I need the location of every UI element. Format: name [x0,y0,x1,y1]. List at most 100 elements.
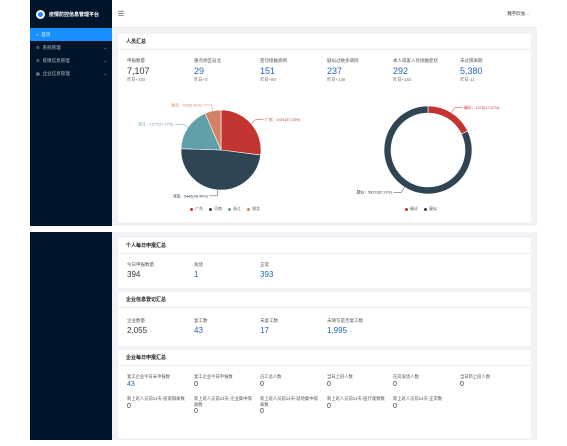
pie-slice-广东[interactable] [220,109,262,156]
legend-label: 河南 [214,206,222,211]
stat-label: 密切接触病例 [260,58,287,63]
stat-value[interactable]: 43 [194,326,203,335]
stat-label: 未复工数 [260,318,278,323]
stat-label: 申报数量 [127,58,145,63]
pie-slice-label: 湖北：463(6.51%) [171,102,203,107]
stat-close-contact[interactable]: 密切接触病例 151 昨日+80 [260,58,287,83]
stat-value[interactable]: 1,995 [327,326,348,335]
stat-fever[interactable]: 发烧 1 [194,262,203,279]
legend-dot-icon [228,207,231,211]
list-icon: ☰ [36,58,40,63]
stat-declarations: 申报数量 7,107 昨日+250 [127,58,150,83]
sidebar-item-label: 疫情信息管理 [42,57,70,63]
pie-slice-河南[interactable] [180,148,262,191]
enterprise-daily-stat[interactable]: 复工企业今日未申报数 43 [127,374,187,388]
legend-item-疑似[interactable]: 疑似 [424,206,437,212]
chevron-down-icon: ⌄ [103,45,107,50]
card-title: 个人每日申报汇总 [118,238,531,254]
stat-resumed[interactable]: 复工数 43 [194,318,208,335]
stat-value: 0 [393,402,397,410]
stat-value: 0 [393,380,397,388]
personal-daily-card: 个人每日申报汇总 今日申报数量 394 发烧 1 正常 393 [118,238,531,288]
dashboard-bottom: 个人每日申报汇总 今日申报数量 394 发烧 1 正常 393 企业信息登记汇总… [30,232,537,440]
stat-suspected[interactable]: 疑似过敏多病例 237 昨日+148 [327,58,359,83]
user-menu[interactable]: 魏宇欣会... [507,10,529,16]
legend-item-确诊[interactable]: 确诊 [405,206,418,212]
stat-label: 新上班人员前14天-医疗观察数 [327,396,385,401]
legend-item-广东[interactable]: 广东 [190,206,203,212]
stat-not-resumed[interactable]: 未复工数 17 [260,318,278,335]
sidebar-item-epidemic[interactable]: ☰ 疫情信息管理 ⌄ [30,54,112,67]
stat-label: 今日申报数量 [127,262,154,267]
stat-symptoms[interactable]: 本人或家人有接触症状 292 昨日+184 [393,58,438,83]
enterprise-daily-stat: 新上班人员前14天-就地集中隔离数 0 [260,396,320,415]
stat-value[interactable]: 151 [260,66,276,76]
stat-label: 复工数 [194,318,208,323]
stat-value: 0 [327,380,331,388]
stat-quarantine[interactable]: 未过隔离期 5,380 昨日-11 [460,58,483,83]
enterprise-daily-card: 企业每日申报汇总 复工企业今日未申报数 43 复工企业今日申报数 0 员工总人数 0 当日上… [118,350,531,438]
pie-label-line [250,119,264,124]
stat-label: 新上班人员前14天-正常数 [393,396,443,401]
legend-dot-icon [209,207,212,211]
legend-dot-icon [424,207,427,211]
stat-label: 新上班人员前14天-企业集中隔离数 [194,396,252,407]
legend-label: 湖北 [252,206,260,211]
stat-unfilled[interactable]: 未填写是否复工数 1,995 [327,318,363,335]
stat-value[interactable]: 1 [194,270,199,279]
home-icon: ⌂ [36,32,39,37]
stat-value[interactable]: 237 [327,66,343,76]
pie-slice-确诊[interactable] [427,105,469,135]
enterprise-daily-stat: 新上班人员前14天-居家隔离数 0 [127,396,187,410]
stat-value[interactable]: 393 [260,270,274,279]
pie-slice-疑似[interactable] [383,105,473,195]
stat-value[interactable]: 5,380 [460,66,483,76]
enterprise-daily-stat: 新上班人员前14天-医疗观察数 0 [327,396,387,410]
pie-slice-湖北[interactable] [204,109,222,151]
stat-label: 复工企业今日申报数 [194,374,233,379]
stat-label: 未填写是否复工数 [327,318,363,323]
settings-icon: ⚙ [36,45,40,50]
stat-value[interactable]: 292 [393,66,409,76]
enterprise-daily-stat: 新上班人员前14天-正常数 0 [393,396,453,410]
stat-normal[interactable]: 正常 393 [260,262,273,279]
stat-label: 当日上班人数 [327,374,353,379]
app-logo: 疫情防控信息管理平台 [30,0,112,28]
personnel-summary-card: 人员汇总 申报数量 7,107 昨日+250 重点地区返北 29 昨日+0 密切… [118,34,531,222]
stat-value: 394 [127,270,141,279]
stat-value: 0 [127,402,131,410]
sidebar-item-system[interactable]: ⚙ 系统管理 ⌄ [30,41,112,54]
stat-label: 企业数量 [127,318,145,323]
diagnosis-donut-chart: 确诊：1270(17.87%) 疑似：5837(82.13%) [357,105,500,195]
stat-value: 0 [260,380,264,388]
stat-value: 0 [260,408,264,415]
sidebar-item-label: 首页 [41,31,51,37]
stat-value: 2,055 [127,326,148,335]
dashboard-top: 疫情防控信息管理平台 ⌂ 首页 ⚙ 系统管理 ⌄ ☰ 疫情信息管理 ⌄ ▦ 企业… [30,0,537,226]
legend-label: 广东 [195,206,203,211]
stat-value[interactable]: 29 [194,66,205,76]
sidebar-item-label: 系统管理 [42,44,61,50]
legend-item-湖北[interactable]: 湖北 [247,206,260,212]
sidebar [30,232,112,440]
stat-label: 未过隔离期 [460,58,483,63]
stat-value: 0 [460,380,464,388]
sidebar-item-enterprise[interactable]: ▦ 企业信息管理 ⌄ [30,67,112,80]
pie-slice-浙江[interactable] [180,112,222,151]
menu-fold-icon[interactable]: ☰ [118,10,125,18]
legend-item-浙江[interactable]: 浙江 [228,206,241,212]
sidebar: 疫情防控信息管理平台 ⌂ 首页 ⚙ 系统管理 ⌄ ☰ 疫情信息管理 ⌄ ▦ 企业… [30,0,112,226]
province-pie-chart: 广东：1921(27.03%) 河南：3446(48.49%) 浙江：1277(17… [138,102,301,198]
card-title: 企业信息登记汇总 [118,292,531,308]
logo-icon [36,9,45,19]
stat-value[interactable]: 17 [260,326,269,335]
sidebar-item-home[interactable]: ⌂ 首页 [30,28,112,41]
enterprise-daily-stat: 在岗发烧人数 0 [393,374,453,388]
legend-item-河南[interactable]: 河南 [209,206,222,212]
stat-delta: 昨日-11 [460,77,475,82]
province-pie-legend: 广东 河南 浙江 湖北 [190,206,260,212]
stat-label: 重点地区返北 [194,58,221,63]
enterprise-daily-stat: 新上班人员前14天-企业集中隔离数 0 [194,396,254,415]
stat-key-region[interactable]: 重点地区返北 29 昨日+0 [194,58,221,83]
stat-label: 新上班人员前14天-居家隔离数 [127,396,185,401]
